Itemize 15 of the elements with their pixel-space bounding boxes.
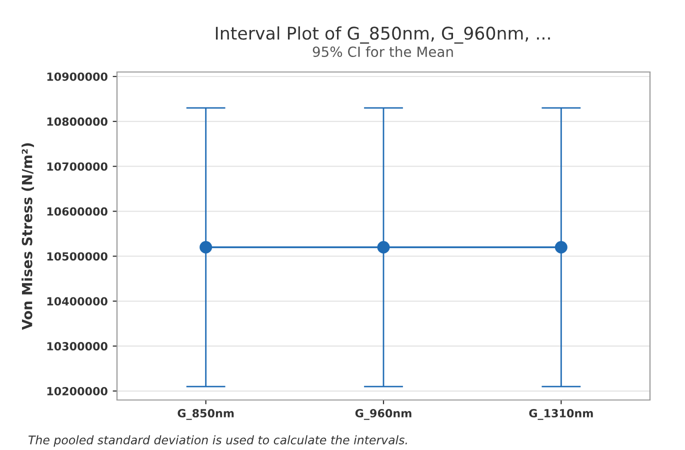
y-tick-label: 10600000 xyxy=(47,207,108,216)
y-tick-label: 10900000 xyxy=(47,72,108,81)
chart-subtitle: 95% CI for the Mean xyxy=(312,46,453,58)
y-tick-label: 10400000 xyxy=(47,297,108,306)
chart-title: Interval Plot of G_850nm, G_960nm, ... xyxy=(216,26,550,44)
y-tick-label: 10300000 xyxy=(47,342,108,350)
text: The pooled standard deviation is used to calculate the intervals. xyxy=(28,435,407,447)
y-tick-label: 10200000 xyxy=(47,386,108,396)
y-axis-title: Von Mises Stress (N/m²) xyxy=(22,143,34,330)
x-tick-label: G_960nm xyxy=(355,409,412,420)
y-tick-label: 10800000 xyxy=(47,117,108,126)
x-tick-label: G_850nm xyxy=(178,409,234,420)
x-tick-label: G_1310nm xyxy=(529,409,593,420)
y-tick-label: 10500000 xyxy=(47,252,108,261)
y-tick-label: 10700000 xyxy=(47,162,108,171)
